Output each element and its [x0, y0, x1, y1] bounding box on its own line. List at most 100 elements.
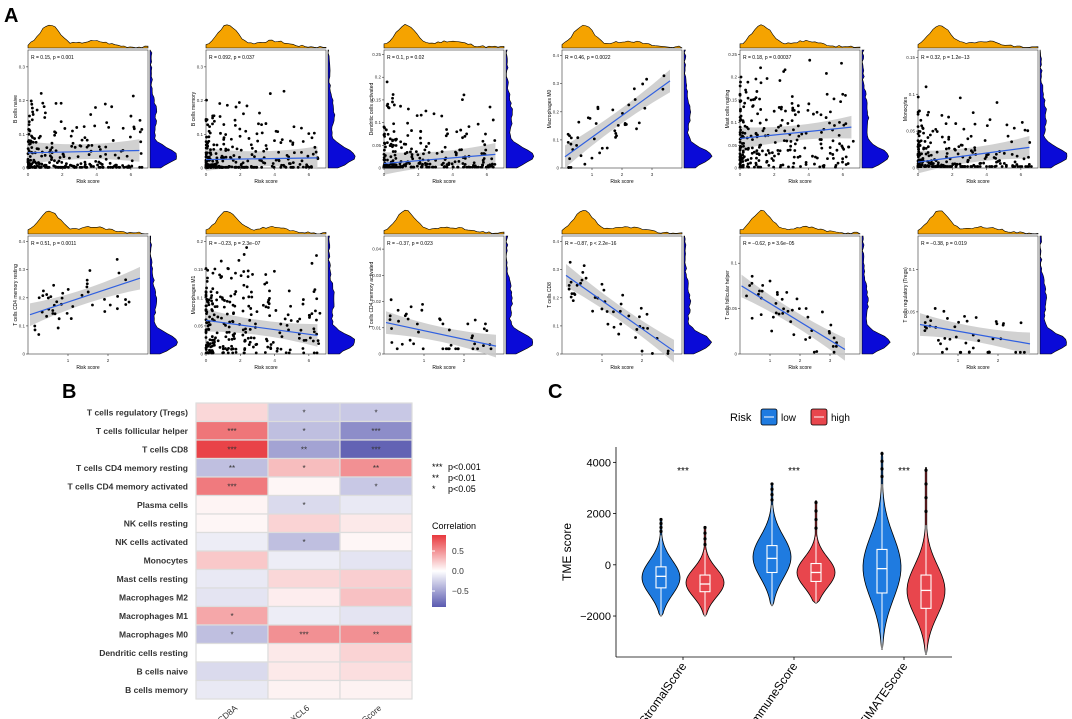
- data-point: [283, 317, 287, 321]
- data-point: [806, 315, 810, 319]
- data-point: [797, 110, 800, 114]
- data-point: [250, 295, 254, 299]
- data-point: [229, 155, 232, 159]
- data-point: [751, 138, 754, 141]
- data-point: [995, 322, 999, 326]
- data-point: [481, 139, 485, 143]
- data-point: [51, 309, 55, 312]
- data-point: [126, 165, 130, 169]
- data-point: [237, 101, 241, 104]
- row-label: T cells CD4 memory activated: [68, 481, 188, 491]
- data-point: [205, 297, 209, 301]
- outlier-point: [703, 531, 707, 535]
- x-axis-label: Risk score: [610, 365, 634, 371]
- x-axis-label: Risk score: [610, 179, 634, 185]
- data-point: [1012, 126, 1016, 130]
- data-point: [756, 112, 760, 116]
- data-point: [244, 330, 248, 334]
- data-point: [637, 121, 641, 125]
- regression-line: [205, 319, 318, 337]
- data-point: [255, 165, 259, 169]
- significance-star: *: [302, 427, 305, 436]
- data-point: [204, 155, 208, 159]
- data-point: [210, 351, 213, 355]
- data-point: [216, 315, 220, 319]
- data-point: [223, 299, 226, 302]
- y-axis-label: Monocytes: [903, 96, 909, 121]
- data-point: [39, 91, 43, 95]
- data-point: [263, 161, 267, 165]
- top-density: [383, 209, 505, 235]
- data-point: [594, 122, 598, 125]
- data-point: [582, 264, 586, 267]
- data-point: [260, 123, 263, 127]
- right-density: [683, 235, 713, 355]
- data-point: [53, 130, 56, 134]
- data-point: [983, 139, 987, 142]
- data-point: [745, 294, 748, 298]
- top-density: [917, 210, 1039, 235]
- data-point: [204, 267, 208, 270]
- data-point: [742, 105, 746, 109]
- data-point: [752, 165, 756, 169]
- outlier-point: [814, 517, 818, 522]
- data-point: [920, 124, 924, 128]
- data-point: [1010, 153, 1014, 156]
- data-point: [232, 154, 236, 157]
- significance-star: *: [374, 408, 377, 417]
- data-point: [432, 112, 436, 116]
- data-point: [209, 148, 212, 152]
- data-point: [246, 159, 250, 163]
- data-point: [804, 307, 808, 310]
- data-point: [467, 125, 471, 129]
- y-axis-label: B cells naive: [13, 95, 19, 123]
- data-point: [828, 146, 832, 149]
- data-point: [117, 156, 121, 160]
- data-point: [98, 148, 102, 151]
- y-tick-label: 0.25: [728, 52, 737, 57]
- data-point: [451, 165, 455, 169]
- data-point: [825, 92, 829, 96]
- data-point: [761, 283, 765, 287]
- row-label: T cells CD4 memory resting: [76, 463, 188, 473]
- data-point: [215, 298, 219, 302]
- data-point: [211, 309, 214, 313]
- data-point: [40, 154, 44, 158]
- data-point: [258, 111, 261, 115]
- data-point: [241, 161, 245, 165]
- y-tick-label: 0.1: [731, 120, 738, 125]
- data-point: [592, 137, 596, 141]
- data-point: [922, 131, 925, 135]
- data-point: [994, 152, 998, 156]
- scatter-subplot: 1 2 3 0 0.05 0.1 R = −0.62, p = 3.6e−05 Risk sc…: [725, 209, 891, 371]
- data-point: [623, 122, 627, 125]
- data-point: [764, 118, 768, 122]
- x-tick-label: 2: [417, 172, 420, 177]
- x-tick-label: ImmuneScore: [746, 659, 800, 719]
- data-point: [57, 165, 61, 169]
- data-point: [228, 320, 232, 324]
- data-point: [454, 153, 458, 157]
- data-point: [37, 296, 41, 300]
- data-point: [247, 343, 251, 346]
- data-point: [233, 337, 236, 341]
- significance-star: **: [301, 445, 307, 454]
- row-label: Macrophages M0: [119, 629, 188, 639]
- data-point: [472, 161, 476, 165]
- data-point: [255, 342, 259, 346]
- data-point: [756, 133, 759, 137]
- data-point: [570, 292, 574, 296]
- data-point: [315, 318, 318, 322]
- data-point: [292, 125, 296, 129]
- heat-cell: [195, 402, 269, 423]
- data-point: [124, 303, 128, 306]
- data-point: [29, 99, 33, 103]
- data-point: [738, 147, 742, 151]
- data-point: [419, 136, 422, 140]
- outlier-point: [814, 500, 818, 505]
- data-point: [204, 351, 208, 355]
- data-point: [390, 327, 393, 330]
- data-point: [1027, 155, 1030, 159]
- data-point: [289, 319, 293, 322]
- data-point: [846, 162, 850, 165]
